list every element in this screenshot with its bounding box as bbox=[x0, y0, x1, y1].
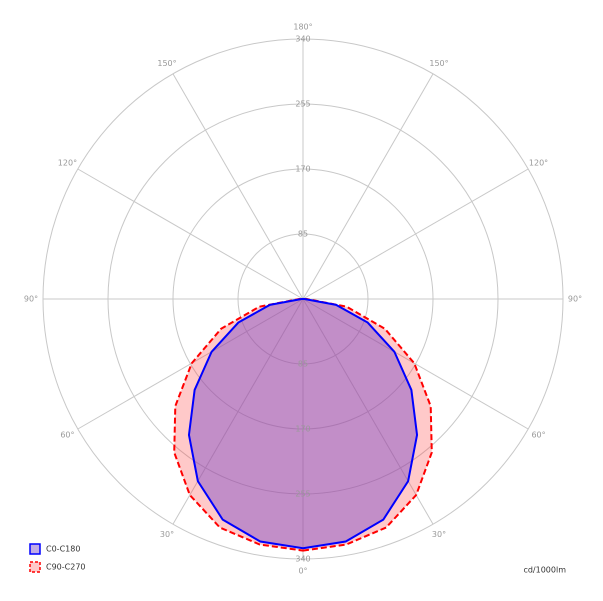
r-tick-label: 170 bbox=[295, 165, 310, 174]
angle-label: 150° bbox=[429, 59, 448, 68]
angle-label: 90° bbox=[568, 295, 582, 304]
legend-label: C90-C270 bbox=[46, 563, 86, 572]
angle-label: 60° bbox=[531, 431, 545, 440]
r-tick-label: 255 bbox=[295, 100, 310, 109]
grid-spoke bbox=[77, 298, 304, 430]
r-tick-label: 255 bbox=[295, 490, 310, 499]
grid-spoke bbox=[172, 73, 304, 300]
angle-label: 60° bbox=[60, 431, 74, 440]
grid-spoke bbox=[302, 298, 529, 430]
grid-spoke bbox=[77, 168, 304, 300]
legend-swatch bbox=[29, 543, 41, 555]
grid-spoke bbox=[302, 73, 434, 300]
angle-label: 120° bbox=[529, 159, 548, 168]
grid-spoke bbox=[302, 298, 434, 525]
angle-label: 30° bbox=[160, 530, 174, 539]
angle-label: 120° bbox=[58, 159, 77, 168]
legend-label: C0-C180 bbox=[46, 545, 80, 554]
r-tick-label: 85 bbox=[298, 360, 308, 369]
r-tick-label: 340 bbox=[295, 555, 310, 564]
unit-label: cd/1000lm bbox=[523, 566, 566, 575]
angle-label: 180° bbox=[293, 23, 312, 32]
grid-spoke bbox=[302, 168, 529, 300]
r-tick-label: 85 bbox=[298, 230, 308, 239]
r-tick-label: 170 bbox=[295, 425, 310, 434]
r-tick-label: 340 bbox=[295, 35, 310, 44]
angle-label: 0° bbox=[298, 567, 307, 576]
angle-label: 150° bbox=[157, 59, 176, 68]
angle-label: 90° bbox=[24, 295, 38, 304]
grid-spoke bbox=[172, 298, 304, 525]
angle-label: 30° bbox=[432, 530, 446, 539]
legend-swatch bbox=[29, 561, 41, 573]
series-area bbox=[187, 298, 419, 550]
series-area bbox=[173, 298, 433, 552]
